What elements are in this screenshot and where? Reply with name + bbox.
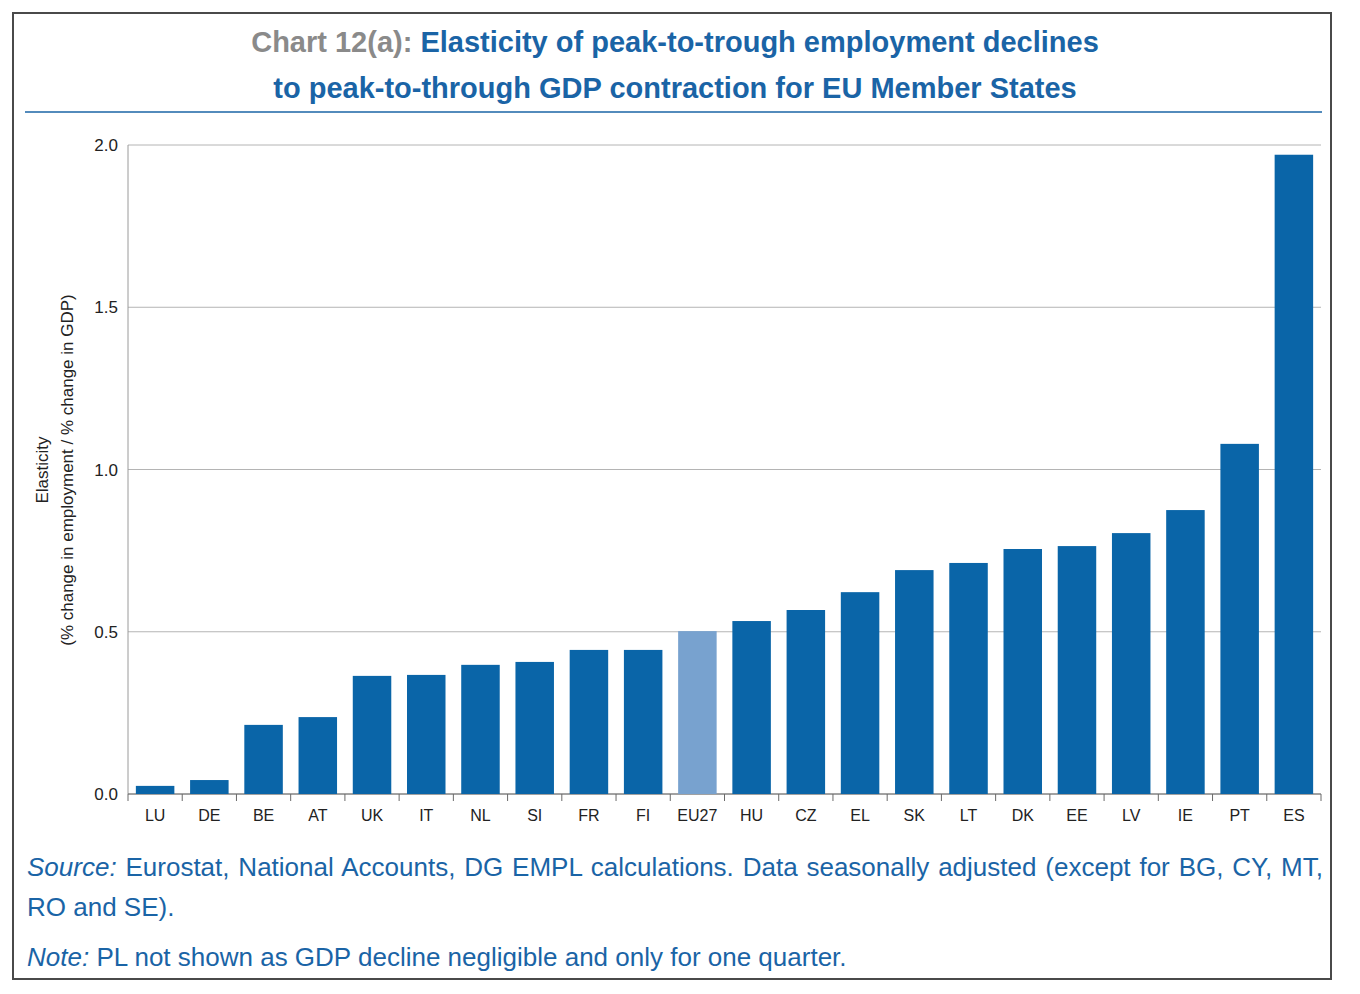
x-tick-label: UK — [361, 807, 384, 824]
bar — [1166, 510, 1205, 794]
x-tick-label: FR — [578, 807, 599, 824]
bar — [895, 570, 934, 794]
x-tick — [778, 794, 779, 801]
y-tick-label: 2.0 — [94, 136, 118, 155]
bar — [407, 675, 446, 794]
x-tick — [995, 794, 996, 801]
y-tick-label: 1.0 — [94, 461, 118, 480]
x-tick-label: ES — [1283, 807, 1304, 824]
x-tick — [561, 794, 562, 801]
bar — [244, 725, 283, 794]
x-tick — [453, 794, 454, 801]
x-tick-label: DE — [198, 807, 220, 824]
title-rule — [25, 111, 1322, 113]
x-tick — [670, 794, 671, 801]
bar — [1003, 549, 1042, 794]
bar — [136, 786, 175, 794]
x-tick-label: DK — [1012, 807, 1035, 824]
bar — [1275, 155, 1314, 794]
bar — [1058, 546, 1097, 794]
x-tick-label: HU — [740, 807, 763, 824]
x-tick — [1266, 794, 1267, 801]
bar — [515, 662, 554, 794]
x-tick — [616, 794, 617, 801]
x-tick — [887, 794, 888, 801]
grid-line — [128, 469, 1321, 470]
x-tick — [344, 794, 345, 801]
frame — [12, 12, 1332, 980]
source-label: Source: — [27, 852, 117, 882]
x-tick-label: LU — [145, 807, 165, 824]
source-text: Eurostat, National Accounts, DG EMPL cal… — [27, 852, 1323, 922]
x-tick — [399, 794, 400, 801]
x-tick-label: IT — [419, 807, 433, 824]
x-tick — [1049, 794, 1050, 801]
x-tick-label: EL — [850, 807, 870, 824]
bar — [787, 610, 826, 794]
x-tick-label: LV — [1122, 807, 1141, 824]
x-tick-label: CZ — [795, 807, 817, 824]
bars — [136, 155, 1313, 794]
bar — [190, 780, 229, 794]
bar — [624, 650, 663, 794]
x-tick — [128, 794, 129, 801]
bar — [949, 563, 988, 794]
y-axis-label: Elasticity — [33, 436, 52, 504]
note: Note: PL not shown as GDP decline neglig… — [27, 937, 1323, 977]
y-axis-label: (% change in employment / % change in GD… — [58, 294, 77, 646]
y-tick-label: 1.5 — [94, 298, 118, 317]
y-axis — [128, 145, 129, 794]
x-tick — [1158, 794, 1159, 801]
source: Source: Eurostat, National Accounts, DG … — [27, 847, 1323, 927]
title: to peak-to-through GDP contraction for E… — [273, 72, 1076, 104]
x-tick-label: AT — [308, 807, 327, 824]
x-tick — [724, 794, 725, 801]
grid-line — [128, 145, 1321, 146]
x-tick — [1104, 794, 1105, 801]
bar — [678, 631, 717, 794]
bar — [353, 676, 392, 794]
x-tick-label: PT — [1229, 807, 1250, 824]
chart: Chart 12(a): Elasticity of peak-to-troug… — [0, 0, 1360, 994]
y-tick-label: 0.5 — [94, 623, 118, 642]
x-tick-label: SK — [904, 807, 926, 824]
x-tick-label: SI — [527, 807, 542, 824]
x-tick-label: FI — [636, 807, 650, 824]
x-tick — [1321, 794, 1322, 801]
note-text: PL not shown as GDP decline negligible a… — [89, 942, 846, 972]
title-main: Elasticity of peak-to-trough employment … — [412, 26, 1098, 58]
title: Chart 12(a): Elasticity of peak-to-troug… — [251, 26, 1099, 58]
x-tick — [1212, 794, 1213, 801]
note-label: Note: — [27, 942, 89, 972]
x-tick-label: LT — [960, 807, 978, 824]
x-tick — [236, 794, 237, 801]
x-tick — [182, 794, 183, 801]
bar — [299, 717, 338, 794]
x-tick-label: NL — [470, 807, 491, 824]
x-tick — [290, 794, 291, 801]
x-tick-label: EE — [1066, 807, 1087, 824]
bar — [1220, 444, 1259, 794]
x-tick — [832, 794, 833, 801]
bar — [570, 650, 609, 794]
bar — [461, 665, 500, 794]
title-prefix: Chart 12(a): — [251, 26, 412, 58]
x-tick-label: EU27 — [677, 807, 717, 824]
bar — [841, 592, 880, 794]
grid-line — [128, 307, 1321, 308]
bar — [732, 621, 771, 794]
y-tick-label: 0.0 — [94, 785, 118, 804]
bar — [1112, 533, 1151, 794]
x-tick — [507, 794, 508, 801]
x-tick — [941, 794, 942, 801]
x-tick-label: BE — [253, 807, 274, 824]
x-tick-label: IE — [1178, 807, 1193, 824]
